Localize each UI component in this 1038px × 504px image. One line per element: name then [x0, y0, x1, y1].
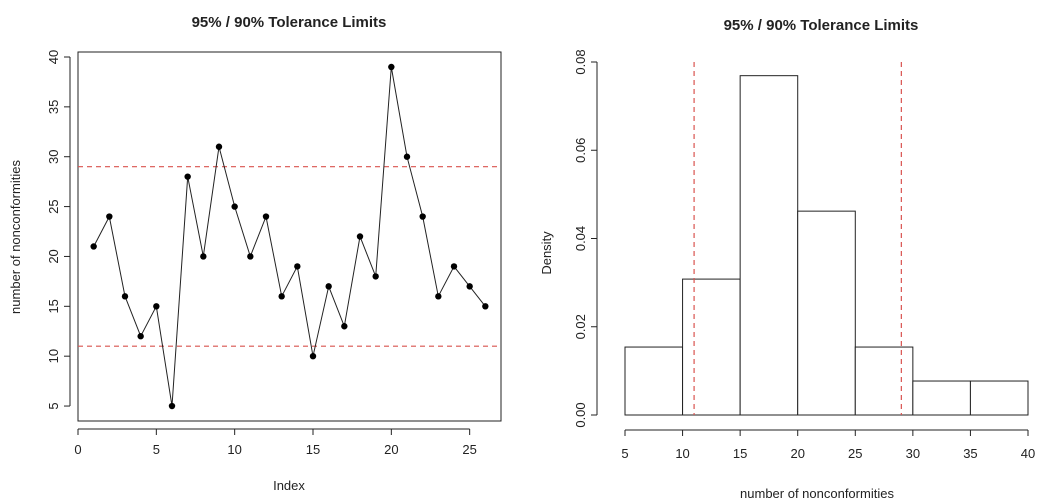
- x-tick-label: 40: [1021, 446, 1035, 461]
- x-tick-label: 20: [790, 446, 804, 461]
- data-point: [121, 293, 129, 300]
- x-tick-label: 15: [306, 442, 320, 457]
- y-tick-label: 10: [46, 349, 61, 363]
- data-point: [168, 402, 176, 410]
- data-point: [137, 333, 144, 340]
- data-point: [309, 352, 317, 360]
- y-tick-label: 35: [46, 100, 61, 114]
- x-tick-label: 10: [675, 446, 689, 461]
- y-tick-label: 0.06: [573, 138, 588, 163]
- data-point: [278, 293, 285, 300]
- y-tick-label: 0.08: [573, 49, 588, 74]
- data-point: [435, 293, 442, 300]
- x-tick-label: 25: [848, 446, 862, 461]
- histogram-bar: [797, 210, 856, 416]
- y-tick-label: 5: [46, 402, 61, 409]
- data-point: [341, 323, 348, 330]
- y-tick-label: 0.00: [573, 402, 588, 427]
- histogram-bar: [682, 278, 741, 416]
- data-point: [262, 213, 270, 220]
- x-tick-label: 30: [906, 446, 920, 461]
- data-point: [231, 203, 238, 210]
- data-point: [372, 273, 379, 280]
- histogram-bar: [912, 380, 971, 416]
- histogram-bar: [854, 346, 914, 416]
- x-tick-label: 25: [462, 442, 476, 457]
- data-point: [325, 283, 332, 290]
- data-point: [388, 63, 395, 71]
- y-tick-label: 20: [46, 249, 61, 263]
- plot-box: [77, 51, 502, 422]
- data-point: [215, 143, 223, 150]
- data-point: [419, 213, 426, 220]
- y-axis-label: number of nonconformities: [8, 160, 23, 314]
- data-point: [247, 253, 254, 260]
- tolerance-line-chart: 95% / 90% Tolerance Limits 0 5 10 15 20 25 5 1…: [8, 14, 502, 493]
- y-tick-label: 25: [46, 199, 61, 213]
- y-tick-label: 15: [46, 299, 61, 313]
- data-point: [450, 263, 458, 270]
- x-tick-label: 15: [733, 446, 747, 461]
- chart-title: 95% / 90% Tolerance Limits: [724, 17, 919, 34]
- data-point: [153, 303, 160, 310]
- data-point: [106, 213, 113, 220]
- data-point: [184, 173, 191, 180]
- data-point: [356, 233, 364, 240]
- y-tick-label: 0.04: [573, 226, 588, 251]
- data-point: [200, 253, 207, 260]
- series-line: [93, 66, 486, 407]
- x-tick-label: 35: [963, 446, 977, 461]
- histogram-bar: [739, 75, 799, 416]
- data-point: [466, 283, 473, 290]
- x-tick-label: 10: [227, 442, 241, 457]
- y-tick-label: 30: [46, 149, 61, 163]
- x-tick-label: 5: [621, 446, 628, 461]
- x-axis-label: Index: [273, 478, 305, 493]
- data-point: [482, 303, 489, 310]
- data-point: [294, 263, 301, 270]
- data-point: [403, 153, 411, 160]
- histogram-bar: [969, 380, 1029, 416]
- y-axis-label: Density: [539, 231, 554, 275]
- x-tick-label: 0: [74, 442, 81, 457]
- x-tick-label: 20: [384, 442, 398, 457]
- y-tick-label: 0.02: [573, 314, 588, 339]
- y-tick-label: 40: [46, 50, 61, 64]
- chart-title: 95% / 90% Tolerance Limits: [192, 14, 387, 31]
- histogram-bar: [624, 346, 684, 416]
- x-axis-label: number of nonconformities: [740, 486, 894, 501]
- data-point: [90, 243, 97, 250]
- x-tick-label: 5: [153, 442, 160, 457]
